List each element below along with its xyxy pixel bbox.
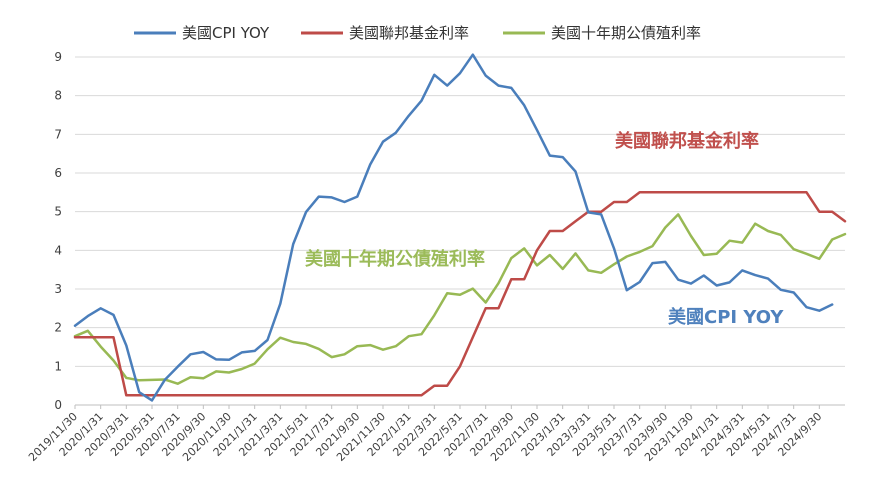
y-axis: 0 1 2 3 4 5 6 7 8 9 (54, 50, 62, 412)
series-line-1 (73, 191, 847, 397)
y-tick-label-1: 1 (54, 359, 62, 373)
x-axis: 2019/11/302020/1/312020/3/312020/5/31202… (26, 405, 824, 464)
legend-item-10y-yield[interactable]: 美國十年期公債殖利率 (503, 24, 701, 42)
legend-label-fed-rate: 美國聯邦基金利率 (349, 24, 469, 42)
y-tick-label-3: 3 (54, 282, 62, 296)
legend-label-cpi: 美國CPI YOY (182, 24, 270, 42)
y-tick-label-2: 2 (54, 321, 62, 335)
y-tick-label-6: 6 (54, 166, 62, 180)
y-tick-label-5: 5 (54, 205, 62, 219)
series-line-0 (73, 53, 834, 402)
legend-item-cpi[interactable]: 美國CPI YOY (134, 24, 270, 42)
gridlines (75, 56, 845, 406)
legend-item-fed-rate[interactable]: 美國聯邦基金利率 (301, 24, 469, 42)
series-line-2 (73, 213, 847, 385)
annotation-fed-rate: 美國聯邦基金利率 (615, 130, 759, 152)
y-tick-label-8: 8 (54, 89, 62, 103)
y-tick-label-0: 0 (54, 398, 62, 412)
legend-label-10y-yield: 美國十年期公債殖利率 (551, 24, 701, 42)
legend: 美國CPI YOY 美國聯邦基金利率 美國十年期公債殖利率 (134, 24, 701, 42)
y-tick-label-7: 7 (54, 127, 62, 141)
y-tick-label-4: 4 (54, 243, 62, 257)
y-tick-label-9: 9 (54, 50, 62, 64)
annotation-cpi: 美國CPI YOY (668, 306, 784, 328)
annotation-10y-yield: 美國十年期公債殖利率 (305, 248, 485, 270)
series-lines (73, 53, 847, 402)
